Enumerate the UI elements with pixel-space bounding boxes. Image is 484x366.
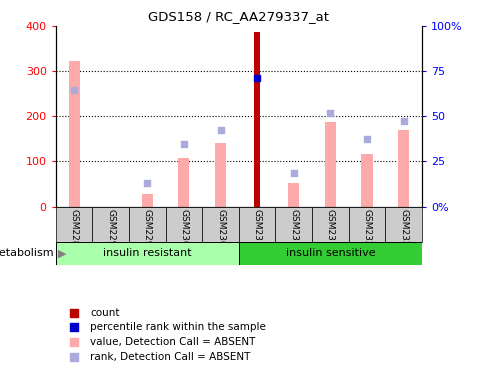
Point bbox=[253, 75, 260, 81]
Text: GSM2310: GSM2310 bbox=[252, 209, 261, 253]
Point bbox=[326, 110, 333, 116]
Bar bbox=[214, 143, 226, 207]
Point bbox=[216, 127, 224, 133]
Bar bbox=[178, 158, 189, 207]
Point bbox=[289, 170, 297, 176]
Title: GDS158 / RC_AA279337_at: GDS158 / RC_AA279337_at bbox=[148, 10, 329, 23]
Point bbox=[399, 118, 407, 124]
Bar bbox=[324, 122, 335, 207]
Text: percentile rank within the sample: percentile rank within the sample bbox=[91, 322, 266, 332]
Point bbox=[282, 142, 290, 147]
Point bbox=[282, 6, 290, 12]
Bar bbox=[92, 207, 129, 242]
Bar bbox=[287, 183, 299, 207]
Text: metabolism: metabolism bbox=[0, 249, 53, 258]
Bar bbox=[141, 194, 152, 207]
Bar bbox=[384, 207, 421, 242]
Text: value, Detection Call = ABSENT: value, Detection Call = ABSENT bbox=[91, 337, 256, 347]
Text: GSM2324: GSM2324 bbox=[362, 209, 371, 252]
Text: GSM2290: GSM2290 bbox=[106, 209, 115, 253]
Bar bbox=[129, 207, 166, 242]
Bar bbox=[202, 207, 239, 242]
Bar bbox=[68, 61, 79, 207]
Bar bbox=[361, 154, 372, 207]
Bar bbox=[166, 207, 202, 242]
Bar bbox=[397, 130, 408, 207]
Point bbox=[282, 283, 290, 289]
Text: GSM2319: GSM2319 bbox=[325, 209, 334, 253]
Bar bbox=[254, 31, 260, 207]
Point bbox=[70, 87, 78, 93]
Bar bbox=[275, 207, 312, 242]
Text: count: count bbox=[91, 307, 120, 318]
Text: insulin resistant: insulin resistant bbox=[103, 249, 191, 258]
Point bbox=[363, 136, 370, 142]
Bar bbox=[239, 242, 421, 265]
Bar bbox=[348, 207, 385, 242]
Bar bbox=[56, 207, 92, 242]
Point bbox=[143, 180, 151, 186]
Text: GSM2305: GSM2305 bbox=[215, 209, 225, 253]
Bar bbox=[239, 207, 275, 242]
Bar bbox=[312, 207, 348, 242]
Text: GSM2285: GSM2285 bbox=[69, 209, 78, 253]
Text: ▶: ▶ bbox=[58, 249, 67, 258]
Bar bbox=[56, 242, 239, 265]
Text: GSM2300: GSM2300 bbox=[179, 209, 188, 253]
Text: rank, Detection Call = ABSENT: rank, Detection Call = ABSENT bbox=[91, 352, 250, 362]
Text: insulin sensitive: insulin sensitive bbox=[285, 249, 375, 258]
Point bbox=[180, 141, 187, 147]
Text: GSM2295: GSM2295 bbox=[142, 209, 151, 253]
Text: GSM2314: GSM2314 bbox=[288, 209, 298, 253]
Text: GSM2329: GSM2329 bbox=[398, 209, 408, 253]
